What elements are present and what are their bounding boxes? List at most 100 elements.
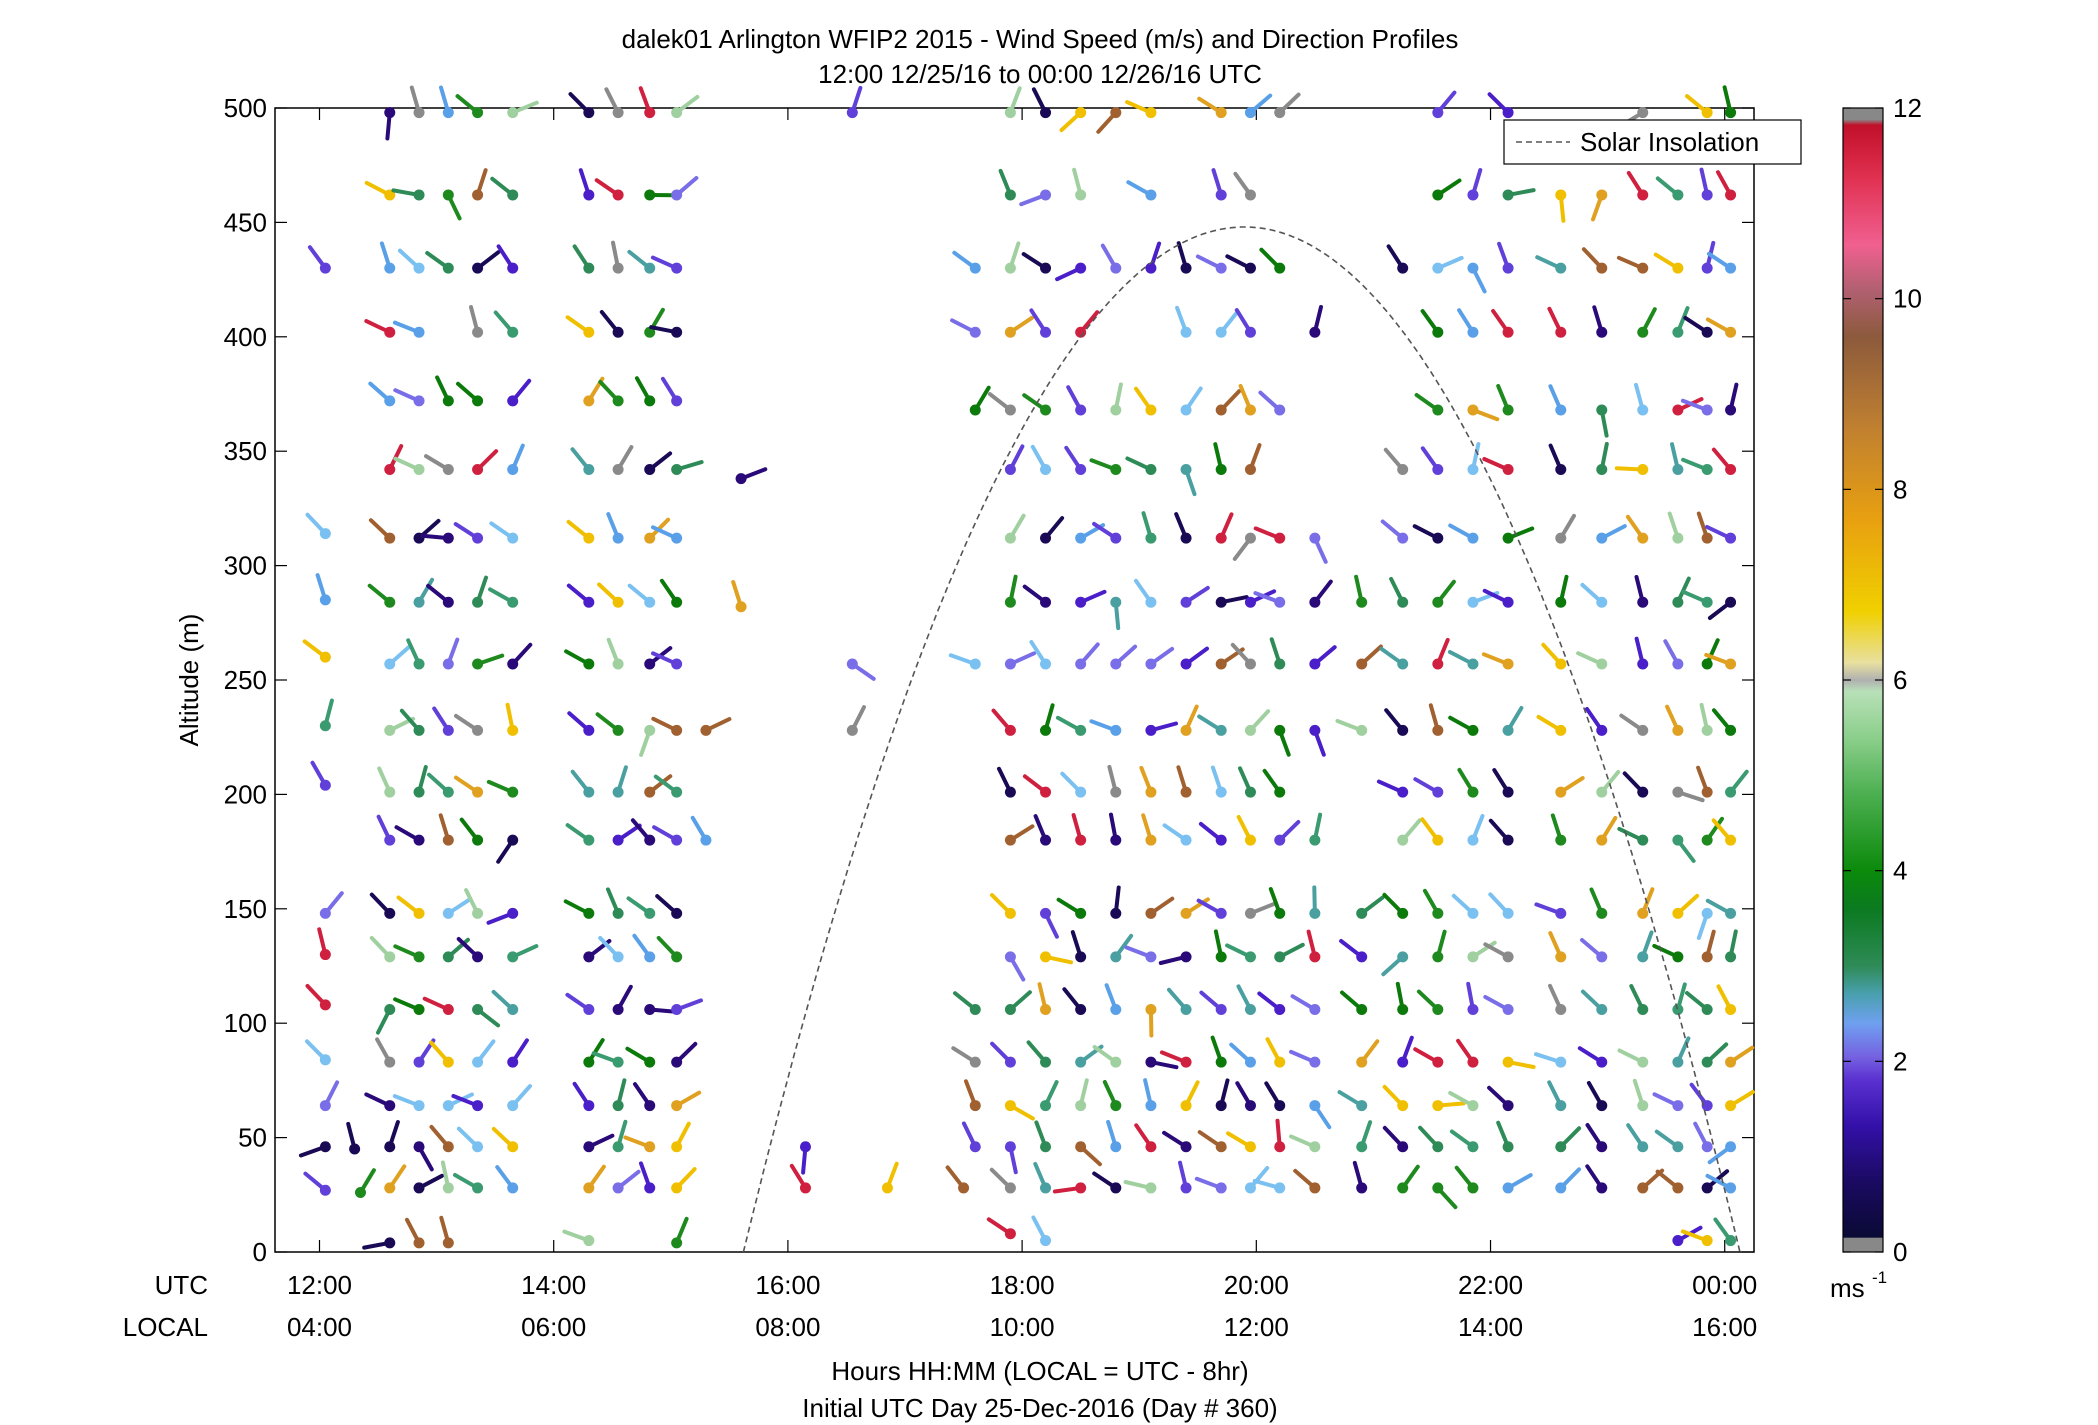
wind-barb-dot: [1432, 262, 1444, 274]
wind-barb-dot: [1145, 404, 1157, 416]
wind-barb-dot: [442, 724, 454, 736]
wind-barb-dot: [671, 907, 683, 919]
wind-barb-dot: [1215, 532, 1227, 544]
legend: Solar Insolation: [1503, 119, 1802, 165]
wind-barb-dot: [442, 951, 454, 963]
wind-barb-dot: [1467, 1182, 1479, 1194]
y-tick-label: 450: [224, 207, 267, 237]
wind-barb-dot: [442, 1003, 454, 1015]
wind-barb-dot: [583, 834, 595, 846]
wind-barb-dot: [1309, 907, 1321, 919]
y-tick-label: 350: [224, 436, 267, 466]
wind-barb-dot: [1596, 1182, 1608, 1194]
wind-barb-dot: [612, 724, 624, 736]
wind-barb-dot: [472, 1056, 484, 1068]
wind-barb-dot: [612, 834, 624, 846]
wind-barb-dot: [1701, 1141, 1713, 1153]
wind-barb-dot: [442, 1182, 454, 1194]
wind-barb-dot: [1215, 404, 1227, 416]
wind-barb-dot: [1215, 834, 1227, 846]
wind-barb-dot: [1145, 1056, 1157, 1068]
wind-barb-dot: [507, 464, 519, 476]
x-tick-label-utc: 18:00: [990, 1270, 1055, 1300]
wind-barb-dot: [472, 107, 484, 119]
y-tick-label: 200: [224, 779, 267, 809]
wind-barb-dot: [799, 1141, 811, 1153]
wind-barb-dot: [1309, 1056, 1321, 1068]
colorbar-tick-label: 6: [1893, 665, 1907, 695]
wind-barb-dot: [384, 951, 396, 963]
wind-barb-dot: [1555, 1182, 1567, 1194]
wind-barb-dot: [1180, 834, 1192, 846]
wind-barb-dot: [612, 1141, 624, 1153]
wind-barb-dot: [612, 262, 624, 274]
y-tick-label: 250: [224, 665, 267, 695]
wind-barb-dot: [583, 107, 595, 119]
wind-barb-dot: [1397, 532, 1409, 544]
wind-barb-dot: [1502, 658, 1514, 670]
wind-barb-dot: [1701, 951, 1713, 963]
wind-barb-dot: [1309, 1003, 1321, 1015]
wind-barb-dot: [1596, 724, 1608, 736]
wind-barb-dot: [1040, 189, 1052, 201]
wind-barb-dot: [1040, 1056, 1052, 1068]
wind-barb-dot: [319, 999, 331, 1011]
wind-barb-dot: [1596, 404, 1608, 416]
wind-barb-dot: [671, 262, 683, 274]
x-tick-label-utc: 12:00: [287, 1270, 352, 1300]
wind-barb-dot: [1356, 1141, 1368, 1153]
wind-barb-dot: [1672, 724, 1684, 736]
wind-barb-dot: [1672, 786, 1684, 798]
wind-barb-dot: [1356, 596, 1368, 608]
wind-barb-dot: [1075, 262, 1087, 274]
wind-barb-dot: [354, 1187, 366, 1199]
wind-barb-dot: [413, 1141, 425, 1153]
wind-barb-dot: [583, 1003, 595, 1015]
wind-barb-dot: [644, 834, 656, 846]
wind-barb-dot: [1274, 262, 1286, 274]
wind-barb-dot: [1180, 596, 1192, 608]
wind-barb-dot: [1004, 404, 1016, 416]
wind-barb-dot: [1596, 1003, 1608, 1015]
wind-barb-dot: [644, 1141, 656, 1153]
y-axis-label: Altitude (m): [174, 614, 204, 747]
wind-barb-dot: [1215, 1003, 1227, 1015]
wind-barb-dot: [1596, 532, 1608, 544]
wind-barb-dot: [384, 1003, 396, 1015]
wind-barb-dot: [1274, 532, 1286, 544]
wind-barb-dot: [1555, 1003, 1567, 1015]
wind-barb-dot: [1145, 786, 1157, 798]
wind-barb-dot: [1467, 404, 1479, 416]
wind-barb-dot: [1075, 724, 1087, 736]
wind-barb-dot: [1725, 532, 1737, 544]
wind-barb-dot: [1244, 951, 1256, 963]
wind-barb-dot: [644, 1182, 656, 1194]
wind-barb-dot: [644, 262, 656, 274]
wind-barb-dot: [384, 724, 396, 736]
wind-barb-dot: [1244, 1003, 1256, 1015]
wind-barb-dot: [1467, 189, 1479, 201]
wind-barb-dot: [583, 326, 595, 338]
wind-barb-dot: [1040, 107, 1052, 119]
wind-barb-dot: [319, 720, 331, 732]
wind-barb-dot: [472, 1100, 484, 1112]
wind-barb-dot: [1356, 907, 1368, 919]
wind-barb-dot: [1180, 464, 1192, 476]
wind-barb-dot: [1555, 326, 1567, 338]
wind-barb-dot: [846, 658, 858, 670]
wind-barb-dot: [612, 464, 624, 476]
wind-barb-dot: [1004, 907, 1016, 919]
wind-barb-dot: [1555, 951, 1567, 963]
wind-barb-dot: [1701, 1100, 1713, 1112]
wind-barb-dot: [1555, 658, 1567, 670]
wind-barb-dot: [1244, 532, 1256, 544]
wind-barb-dot: [1040, 786, 1052, 798]
wind-barb-dot: [1725, 107, 1737, 119]
wind-barb-dot: [1004, 464, 1016, 476]
wind-barb-dot: [1040, 1141, 1052, 1153]
wind-barb-dot: [472, 658, 484, 670]
wind-barb-dot: [319, 907, 331, 919]
wind-barb-dot: [1502, 1056, 1514, 1068]
x-tick-label-utc: 20:00: [1224, 1270, 1289, 1300]
